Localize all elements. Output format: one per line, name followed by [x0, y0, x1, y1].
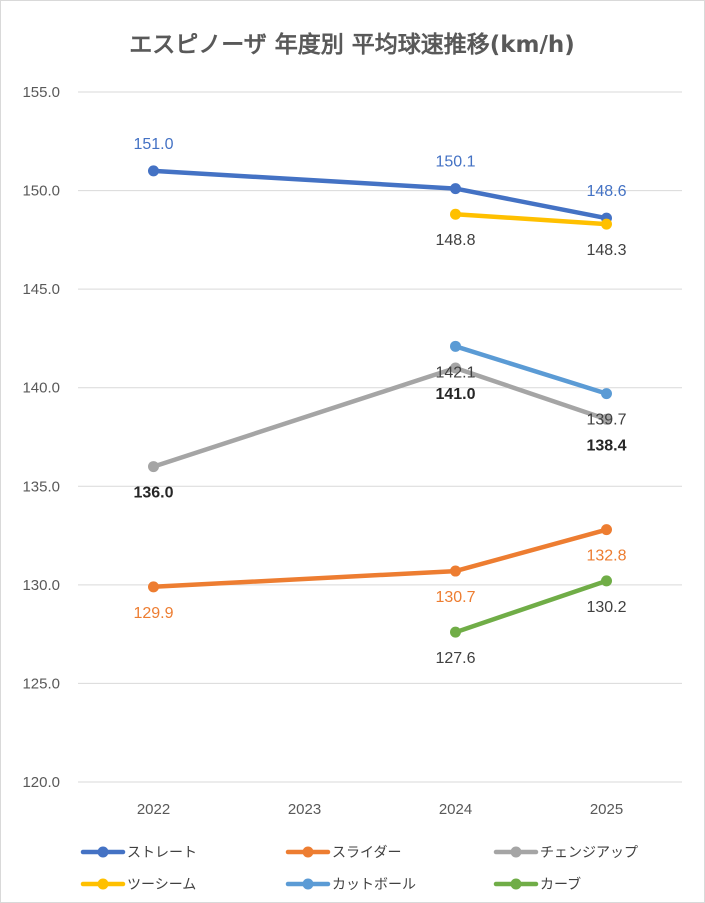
data-point — [601, 218, 612, 230]
x-tick-label: 2024 — [439, 801, 472, 818]
data-label: 132.8 — [586, 548, 626, 565]
data-point — [148, 581, 159, 593]
data-point — [450, 208, 461, 220]
y-tick-label: 125.0 — [22, 675, 60, 692]
data-label: 148.8 — [435, 232, 475, 249]
data-label: 129.9 — [133, 605, 173, 622]
y-tick-label: 120.0 — [22, 774, 60, 791]
legend-item: チェンジアップ — [493, 845, 638, 861]
x-tick-label: 2025 — [590, 801, 623, 818]
data-point — [601, 413, 612, 425]
data-point — [601, 524, 612, 536]
legend-label: チェンジアップ — [540, 845, 638, 861]
y-tick-label: 150.0 — [22, 183, 60, 200]
data-label: 136.0 — [133, 485, 173, 502]
data-label: 127.6 — [435, 650, 475, 667]
series-line — [453, 211, 609, 227]
legend-swatch-marker — [302, 878, 314, 890]
legend-item: スライダー — [285, 845, 401, 861]
y-tick-label: 140.0 — [22, 380, 60, 397]
legend-label: スライダー — [332, 845, 401, 861]
series-line — [151, 168, 609, 221]
x-axis: 2022 2023 2024 2025 — [137, 801, 623, 818]
series-line — [453, 344, 609, 396]
legend-label: ツーシーム — [127, 877, 196, 893]
legend-swatch-marker — [302, 846, 314, 858]
legend-label: ストレート — [127, 845, 197, 861]
legend-swatch-marker — [510, 878, 522, 890]
data-label: 142.1 — [435, 364, 475, 381]
legend-swatch-marker — [510, 846, 522, 858]
data-point — [450, 565, 461, 577]
data-point — [601, 575, 612, 587]
legend-swatch-marker — [97, 846, 109, 858]
data-label: 138.4 — [586, 437, 626, 454]
legend-item: カーブ — [493, 876, 581, 893]
chart-title: エスピノーザ 年度別 平均球速推移(km/h) — [129, 31, 575, 58]
series-line — [151, 365, 609, 469]
data-point — [148, 461, 159, 473]
data-point — [148, 165, 159, 177]
data-point — [450, 340, 461, 352]
legend-label: カーブ — [540, 876, 581, 893]
data-label: 130.2 — [586, 599, 626, 616]
data-label: 151.0 — [133, 136, 173, 153]
y-axis: 120.0 125.0 130.0 135.0 140.0 145.0 150.0 155.0 — [22, 84, 60, 791]
y-tick-label: 145.0 — [22, 281, 60, 298]
data-point — [450, 362, 461, 374]
legend-label: カットボール — [332, 877, 416, 893]
series-line — [151, 527, 609, 590]
data-label: 150.1 — [435, 154, 475, 171]
data-label: 148.3 — [586, 242, 626, 259]
data-point — [601, 388, 612, 400]
data-label: 139.7 — [586, 412, 626, 429]
legend-item: ストレート — [80, 845, 197, 861]
data-labels: 151.0 150.1 148.6 129.9 130.7 132.8 136.0 141.0… — [133, 136, 626, 667]
series-line — [453, 578, 609, 635]
gridlines — [78, 91, 682, 783]
y-tick-label: 135.0 — [22, 478, 60, 495]
x-tick-label: 2023 — [288, 801, 321, 818]
data-label: 141.0 — [435, 386, 475, 403]
y-tick-label: 155.0 — [22, 84, 60, 101]
data-label: 148.6 — [586, 183, 626, 200]
data-point — [450, 626, 461, 638]
x-tick-label: 2022 — [137, 801, 170, 818]
y-tick-label: 130.0 — [22, 577, 60, 594]
legend-item: カットボール — [285, 877, 416, 893]
legend-item: ツーシーム — [80, 877, 196, 893]
data-point — [450, 183, 461, 195]
series-group — [148, 165, 612, 638]
legend-swatch-marker — [97, 878, 109, 890]
data-label: 130.7 — [435, 589, 475, 606]
